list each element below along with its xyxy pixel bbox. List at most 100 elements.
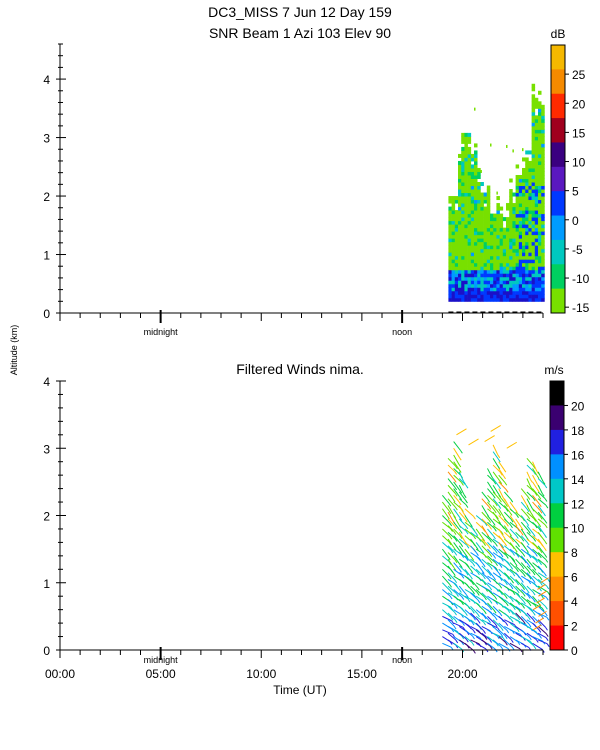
heatmap-cell — [464, 171, 468, 176]
heatmap-cell — [525, 213, 529, 218]
heatmap-cell — [458, 259, 462, 264]
heatmap-cell — [522, 174, 526, 179]
heatmap-cell — [486, 206, 491, 211]
heatmap-cell — [470, 238, 475, 243]
wind-barb — [447, 511, 454, 521]
wind-barb — [526, 565, 534, 573]
wind-barb — [464, 609, 474, 618]
heatmap-cell — [480, 224, 484, 229]
heatmap-cell — [467, 139, 472, 144]
heatmap-cell — [541, 217, 545, 222]
heatmap-cell — [528, 269, 532, 274]
heatmap-cell — [464, 262, 468, 267]
wind-barb — [526, 552, 536, 560]
colorbar-segment — [550, 576, 564, 602]
heatmap-cell — [538, 245, 542, 250]
wind-barb-flag — [545, 504, 549, 509]
heatmap-cell — [461, 245, 465, 250]
heatmap-cell — [534, 252, 539, 257]
heatmap-cell — [458, 171, 462, 176]
wind-barb-flag — [485, 588, 488, 592]
local-time-label: midnight — [144, 327, 179, 337]
wind-barb — [509, 535, 518, 545]
wind-barb — [526, 484, 536, 493]
wind-barb — [447, 626, 458, 632]
wind-barb — [503, 525, 510, 534]
heatmap-cell — [470, 224, 475, 229]
heatmap-cell — [493, 259, 497, 264]
heatmap-cell — [480, 297, 484, 302]
wind-barb — [453, 521, 461, 531]
wind-barb-flag — [528, 623, 532, 628]
wind-barb — [498, 528, 504, 537]
heatmap-cell — [464, 160, 468, 165]
wind-barb — [475, 575, 484, 583]
heatmap-cell — [486, 280, 491, 285]
wind-colorbar-unit: m/s — [544, 363, 563, 377]
heatmap-cell — [483, 220, 488, 225]
wind-barb-flag — [498, 572, 502, 577]
colorbar-segment — [551, 166, 565, 192]
heatmap-cell — [541, 210, 545, 215]
heatmap-cell — [470, 167, 475, 172]
heatmap-cell — [522, 182, 526, 187]
heatmap-cell — [483, 217, 488, 222]
heatmap-cell — [461, 227, 465, 232]
snr-colorbar-unit: dB — [551, 27, 566, 41]
wind-barb — [447, 585, 457, 594]
heatmap-cell — [474, 206, 478, 211]
heatmap-cell — [518, 182, 523, 187]
wind-barb — [537, 478, 546, 486]
heatmap-cell — [534, 259, 539, 264]
heatmap-cell — [461, 146, 465, 151]
wind-barb — [464, 629, 473, 637]
wind-barb — [442, 642, 452, 648]
heatmap-cell — [490, 227, 494, 232]
colorbar-tick-label: 16 — [571, 448, 585, 462]
heatmap-cell — [490, 283, 494, 288]
heatmap-cell — [458, 241, 462, 246]
wind-barb — [537, 471, 544, 482]
heatmap-cell — [502, 234, 507, 239]
wind-barb — [475, 609, 485, 617]
heatmap-cell — [512, 252, 516, 257]
wind-barb — [487, 494, 496, 504]
heatmap-cell — [458, 213, 462, 218]
heatmap-cell — [499, 287, 504, 292]
heatmap-cell — [448, 210, 452, 215]
heatmap-cell — [518, 224, 523, 229]
heatmap-cell — [502, 255, 507, 260]
heatmap-cell — [486, 196, 491, 201]
wind-barb — [536, 597, 545, 604]
heatmap-cell — [490, 259, 494, 264]
wind-barb — [458, 485, 465, 496]
heatmap-cell — [541, 146, 545, 151]
heatmap-cell — [502, 248, 507, 253]
wind-barb — [492, 478, 499, 487]
heatmap-cell — [531, 269, 536, 274]
heatmap-cell — [538, 146, 542, 151]
heatmap-cell — [502, 241, 507, 246]
wind-barb — [537, 612, 548, 618]
wind-barb-flag — [501, 544, 505, 549]
heatmap-cell — [525, 182, 529, 187]
heatmap-cell — [509, 199, 513, 204]
heatmap-cell — [480, 213, 484, 218]
wind-barb — [470, 605, 478, 615]
wind-barb-flag — [544, 520, 548, 524]
heatmap-cell — [490, 280, 494, 285]
x-axis-label: Time (UT) — [273, 683, 327, 697]
heatmap-cell — [464, 174, 468, 179]
heatmap-cell — [515, 259, 520, 264]
heatmap-cell — [509, 241, 513, 246]
heatmap-cell — [461, 273, 465, 278]
wind-barb-flag — [454, 559, 458, 564]
heatmap-cell — [480, 170, 482, 173]
heatmap-cell — [474, 280, 478, 285]
heatmap-cell — [461, 206, 465, 211]
heatmap-cell — [461, 259, 465, 264]
heatmap-cell — [534, 146, 539, 151]
wind-barb-flag — [455, 639, 459, 644]
wind-barb — [498, 468, 504, 477]
wind-barb-flag — [541, 492, 545, 497]
